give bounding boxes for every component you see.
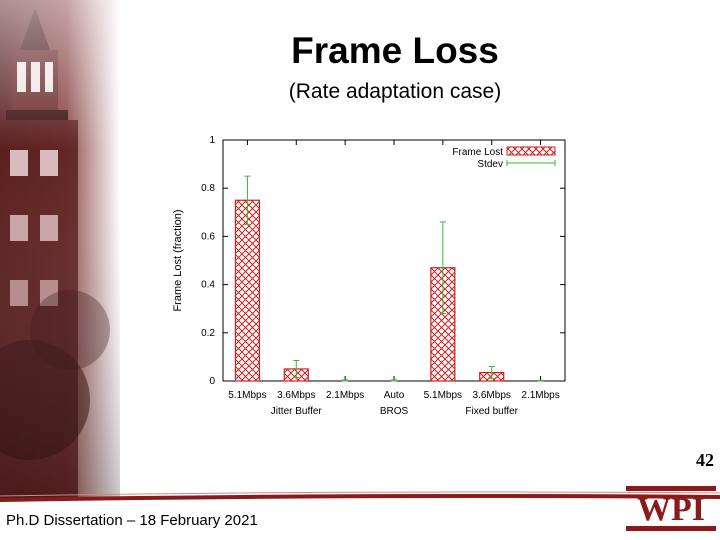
x-tick-label: 5.1Mbps [424, 390, 462, 401]
slide-subtitle: (Rate adaptation case) [288, 80, 502, 103]
page-number: 42 [696, 450, 714, 470]
x-group-label: Jitter Buffer [271, 406, 323, 417]
y-tick-label: 0.4 [201, 280, 215, 291]
frame-loss-bar-chart: 0 0.2 0.4 0.6 0.8 1 Frame Lost (fraction) 5.1Mb… [172, 135, 566, 417]
y-tick-label: 0 [209, 376, 215, 387]
legend-swatch-frame-lost [506, 146, 556, 156]
building-photo [0, 0, 120, 498]
x-tick-label: 5.1Mbps [228, 390, 266, 401]
legend-label-frame-lost: Frame Lost [452, 147, 503, 158]
x-tick-label: Auto [384, 390, 405, 401]
slide-title: Frame Loss [291, 30, 499, 71]
wpi-logo: WPI [626, 486, 716, 531]
footer-rule [0, 491, 720, 502]
plot-frame [222, 139, 566, 382]
footer-text: Ph.D Dissertation – 18 February 2021 [6, 512, 258, 529]
x-group-label: BROS [380, 406, 409, 417]
y-tick-label: 0.2 [201, 328, 215, 339]
x-tick-label: 2.1Mbps [521, 390, 559, 401]
y-tick-label: 0.6 [201, 231, 215, 242]
bar-frame-lost [234, 199, 261, 382]
x-tick-label: 3.6Mbps [473, 390, 511, 401]
x-tick-label: 2.1Mbps [326, 390, 364, 401]
y-tick-label: 1 [209, 135, 215, 146]
y-axis-label: Frame Lost (fraction) [172, 209, 184, 311]
x-group-label: Fixed buffer [465, 406, 518, 417]
x-tick-label: 3.6Mbps [277, 390, 315, 401]
logo-text: WPI [637, 491, 705, 528]
y-tick-label: 0.8 [201, 183, 215, 194]
legend-label-stdev: Stdev [477, 159, 503, 170]
